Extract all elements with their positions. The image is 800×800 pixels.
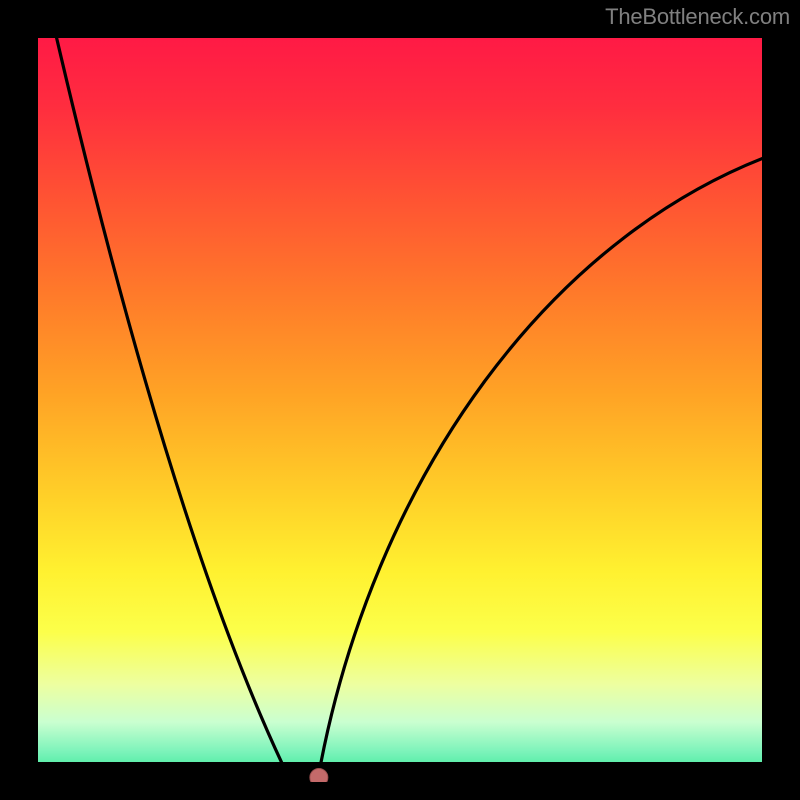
watermark-text: TheBottleneck.com <box>605 4 790 30</box>
bottleneck-chart <box>0 0 800 800</box>
chart-container: TheBottleneck.com <box>0 0 800 800</box>
